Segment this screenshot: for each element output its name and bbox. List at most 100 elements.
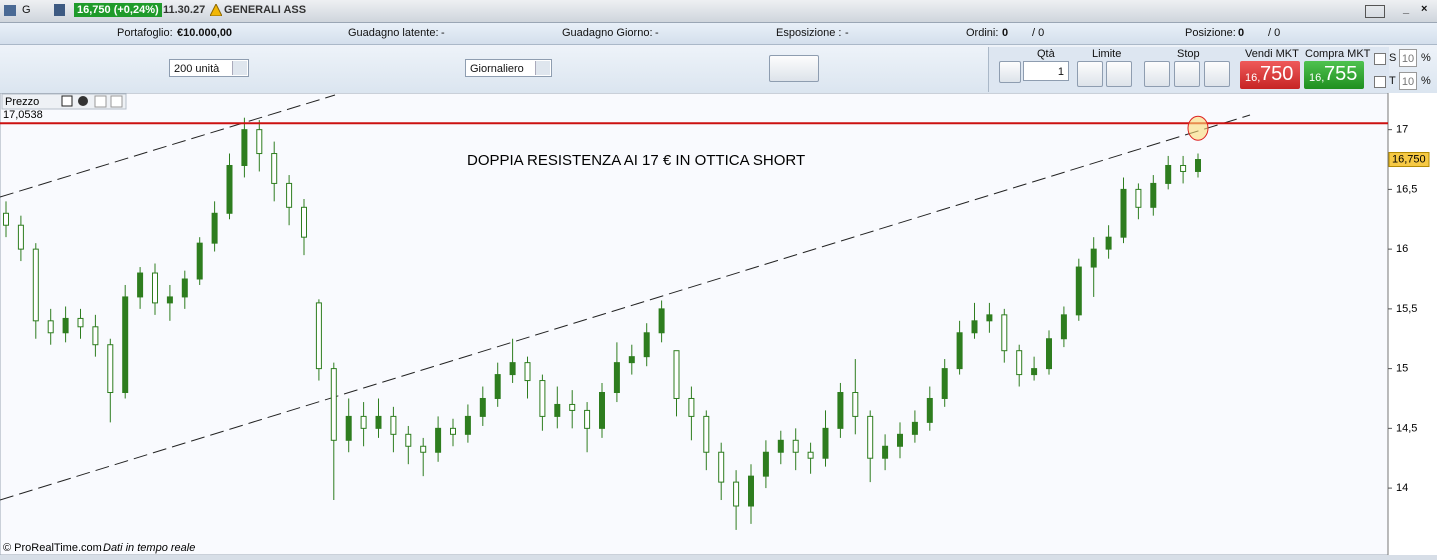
buy-main: 755: [1324, 63, 1358, 85]
s-checkbox[interactable]: [1374, 53, 1386, 65]
bottom-strip: [0, 555, 1437, 560]
up-button[interactable]: [110, 95, 123, 108]
s-input[interactable]: 10: [1399, 49, 1417, 67]
copyright: © ProRealTime.com: [3, 542, 102, 554]
t-checkbox[interactable]: [1374, 76, 1386, 88]
candle-body: [32, 248, 39, 322]
candle-body: [673, 350, 680, 399]
stop-button-2[interactable]: [1174, 61, 1200, 87]
candle-body: [807, 451, 814, 459]
s-value: 10: [1401, 53, 1415, 65]
limit-sell-button[interactable]: [1106, 61, 1132, 87]
sell-label: Vendi MKT: [1245, 48, 1299, 60]
candle-body: [554, 403, 561, 417]
candle-body: [658, 308, 665, 334]
y-tick-label: 16,5: [1396, 183, 1417, 195]
down-button[interactable]: [94, 95, 107, 108]
minimize[interactable]: _: [1403, 3, 1410, 15]
candle-body: [286, 182, 293, 208]
close[interactable]: ×: [1421, 3, 1428, 15]
candle-body: [360, 415, 367, 429]
candle-body: [748, 475, 754, 507]
portfolio-value: €10.000,00: [177, 27, 233, 39]
buy-button[interactable]: 16, 755: [1304, 61, 1364, 89]
candle-body: [137, 272, 144, 298]
y-tick-label: 15: [1396, 363, 1408, 375]
candle-body: [777, 439, 784, 453]
candle-body: [3, 212, 9, 226]
top-bar: G 16,750 (+0,24%) 11.30.27 GENERALI ASS …: [0, 0, 1437, 23]
candle-body: [733, 481, 740, 507]
day-label: Guadagno Giorno:: [562, 27, 653, 39]
candle-body: [345, 415, 352, 441]
sell-main: 750: [1260, 63, 1294, 85]
candle-body: [464, 415, 471, 435]
candle-body: [420, 445, 427, 453]
period-select[interactable]: Giornaliero: [465, 59, 552, 77]
axis-area: [1388, 93, 1437, 555]
quantity-select-text: 200 unità: [174, 63, 220, 75]
window-button[interactable]: [61, 95, 73, 107]
close-button[interactable]: [78, 96, 88, 106]
y-tick-label: 14,5: [1396, 422, 1417, 434]
indicator-button[interactable]: [769, 55, 819, 82]
orders-label: Ordini:: [966, 27, 999, 39]
y-tick-label: 17: [1396, 124, 1408, 136]
candle-body: [941, 368, 948, 399]
buy-prefix: 16,: [1309, 72, 1325, 84]
candle-body: [390, 415, 397, 435]
limit-label: Limite: [1092, 48, 1122, 60]
t-input[interactable]: 10: [1399, 72, 1417, 90]
candle-body: [181, 278, 188, 298]
candle-body: [241, 129, 248, 166]
day-value: -: [655, 27, 659, 39]
candle-body: [92, 326, 99, 346]
highlight-circle: [1187, 115, 1209, 141]
candle-body: [1180, 164, 1187, 172]
exposure-value: -: [845, 27, 849, 39]
candle-body: [256, 129, 263, 155]
instrument: GENERALI ASS: [224, 4, 307, 16]
quote: 16,750 (+0,24%): [74, 3, 162, 17]
candle-body: [986, 314, 993, 322]
t-label: T: [1389, 75, 1396, 87]
candle-body: [166, 296, 173, 304]
stop-button-3[interactable]: [1204, 61, 1230, 87]
latent-value: -: [441, 27, 445, 39]
time: 11.30.27: [163, 4, 206, 16]
candle-body: [271, 153, 278, 184]
symbol-menu[interactable]: G: [22, 4, 31, 16]
orders-value: 0: [1002, 27, 1009, 39]
position-total: / 0: [1268, 27, 1281, 39]
candle-body: [62, 317, 69, 334]
keyboard-icon[interactable]: [1365, 5, 1385, 18]
quantity-select[interactable]: 200 unità: [169, 59, 249, 77]
s-unit: %: [1421, 52, 1431, 64]
control-bar: 200 unità Giornaliero Qtà 1 Limite Stop …: [0, 45, 1437, 93]
candle-body: [435, 427, 442, 453]
candle-body: [17, 224, 24, 250]
annotation: DOPPIA RESISTENZA AI 17 € IN OTTICA SHOR…: [467, 152, 805, 169]
candle-body: [226, 164, 233, 214]
last-price-label: 16,750: [1392, 153, 1426, 165]
qty-input[interactable]: 1: [1023, 61, 1069, 81]
settings-button[interactable]: [999, 61, 1021, 83]
info-icon[interactable]: [54, 4, 65, 16]
limit-buy-button[interactable]: [1077, 61, 1103, 87]
sell-button[interactable]: 16, 750: [1240, 61, 1300, 89]
stop-button-1[interactable]: [1144, 61, 1170, 87]
window-icon[interactable]: [4, 5, 16, 16]
candle-body: [1195, 159, 1201, 172]
candle-body: [1120, 188, 1127, 238]
candle-body: [882, 445, 889, 459]
candle-body: [628, 356, 635, 364]
candle-body: [762, 451, 769, 477]
candle-body: [47, 320, 54, 334]
candle-body: [1135, 188, 1142, 208]
candle-body: [152, 272, 158, 304]
candle-body: [926, 397, 933, 423]
data-status: Dati in tempo reale: [103, 542, 195, 554]
candle-body: [122, 296, 129, 394]
sell-prefix: 16,: [1245, 72, 1261, 84]
candle-body: [375, 415, 382, 429]
